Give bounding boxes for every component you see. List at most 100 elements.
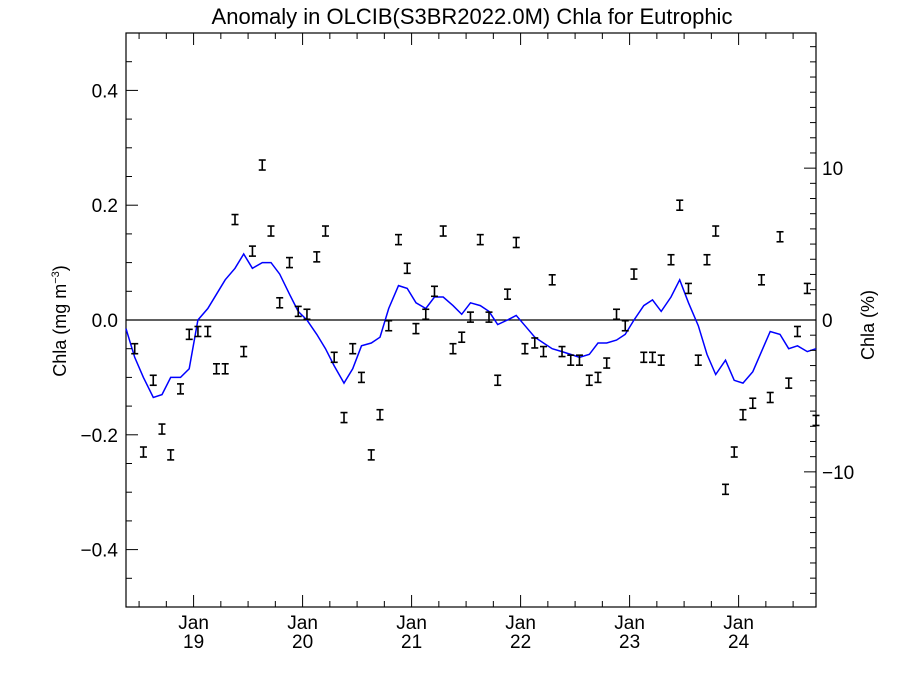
anomaly-point <box>439 225 447 237</box>
y-left-tick-label: −0.4 <box>80 541 118 562</box>
anomaly-point <box>212 362 220 375</box>
anomaly-point <box>730 446 738 458</box>
anomaly-point <box>594 371 602 384</box>
x-tick-year-label: 23 <box>619 632 640 653</box>
anomaly-point <box>267 225 275 237</box>
anomaly-point <box>603 357 611 369</box>
y-left-tick-label: 0.0 <box>92 311 118 332</box>
anomaly-point <box>703 253 711 266</box>
anomaly-point <box>793 325 801 338</box>
anomaly-point <box>294 305 302 318</box>
anomaly-point <box>177 383 185 395</box>
anomaly-point <box>149 374 157 387</box>
anomaly-point <box>248 245 256 257</box>
anomaly-point <box>185 328 193 341</box>
y-left-tick-label: 0.4 <box>92 81 119 102</box>
anomaly-point <box>585 374 593 387</box>
anomaly-point <box>430 285 438 298</box>
anomaly-point <box>785 377 793 389</box>
anomaly-point <box>349 342 357 355</box>
anomaly-point <box>321 225 329 237</box>
x-tick-year-label: 20 <box>292 632 313 653</box>
x-tick-month-label: Jan <box>396 613 427 634</box>
y-axis-right-label: Chla (%) <box>858 290 878 360</box>
y-axis-left-label: Chla (mg m−3) <box>50 265 70 377</box>
anomaly-point <box>684 282 692 295</box>
x-tick-month-label: Jan <box>723 613 754 634</box>
x-tick-year-label: 22 <box>510 632 531 653</box>
anomaly-point <box>521 342 529 355</box>
anomaly-point <box>449 342 457 355</box>
anomaly-point <box>422 308 430 321</box>
chart-title: Anomaly in OLCIB(S3BR2022.0M) Chla for E… <box>212 4 733 29</box>
anomaly-point <box>476 233 484 246</box>
anomaly-point <box>676 199 684 211</box>
anomaly-point <box>739 408 747 421</box>
x-tick-year-label: 19 <box>183 632 204 653</box>
anomaly-point <box>367 449 375 461</box>
anomaly-point <box>657 354 665 366</box>
anomaly-point <box>204 325 212 338</box>
x-tick-year-label: 24 <box>728 632 750 653</box>
anomaly-point <box>221 362 229 375</box>
anomaly-point <box>466 311 474 323</box>
anomaly-point <box>240 345 248 358</box>
anomaly-point <box>258 159 266 171</box>
anomaly-point <box>749 397 757 410</box>
y-right-tick-label: 10 <box>822 159 843 180</box>
anomaly-point <box>403 262 411 275</box>
anomaly-point <box>276 296 284 309</box>
anomaly-point <box>712 225 720 237</box>
anomaly-point <box>558 345 566 358</box>
anomaly-point <box>139 446 147 458</box>
y-right-tick-label: −10 <box>822 463 854 484</box>
anomaly-point <box>766 391 774 404</box>
x-tick-month-label: Jan <box>505 613 536 634</box>
anomaly-point <box>575 354 583 366</box>
anomaly-point <box>131 342 139 355</box>
y-right-tick-label: 0 <box>822 311 833 332</box>
anomaly-point <box>158 423 166 435</box>
x-tick-month-label: Jan <box>287 613 318 634</box>
anomaly-point <box>803 282 811 295</box>
anomaly-point <box>630 268 638 280</box>
anomaly-point <box>330 351 338 364</box>
anomaly-point <box>640 351 648 364</box>
anomaly-point <box>313 251 321 263</box>
y-left-tick-label: 0.2 <box>92 196 118 217</box>
anomaly-point <box>648 351 656 364</box>
anomaly-point <box>548 274 556 286</box>
anomaly-point <box>340 411 348 424</box>
x-tick-month-label: Jan <box>178 613 209 634</box>
anomaly-point <box>613 308 621 321</box>
anomaly-point <box>167 449 175 461</box>
x-tick-month-label: Jan <box>614 613 645 634</box>
anomaly-point <box>303 308 311 321</box>
anomaly-point <box>231 213 239 226</box>
anomaly-point <box>504 288 512 300</box>
anomaly-point <box>376 408 384 421</box>
anomaly-point <box>485 311 493 323</box>
anomaly-point <box>812 414 820 427</box>
y-left-tick-label: −0.2 <box>80 426 118 447</box>
anomaly-point <box>567 354 575 366</box>
anomaly-point <box>494 374 502 387</box>
anomaly-point <box>194 325 202 338</box>
anomaly-point <box>357 371 365 384</box>
x-tick-year-label: 21 <box>401 632 422 653</box>
anomaly-point <box>722 483 730 496</box>
anomaly-point <box>512 236 520 249</box>
anomaly-point <box>694 354 702 366</box>
anomaly-point <box>412 322 420 335</box>
anomaly-point <box>531 337 539 349</box>
anomaly-point <box>395 233 403 246</box>
anomaly-point <box>458 331 466 344</box>
anomaly-point <box>667 253 675 266</box>
anomaly-point <box>776 230 784 243</box>
anomaly-line <box>125 252 817 399</box>
anomaly-point <box>385 319 393 332</box>
anomaly-point <box>286 256 294 269</box>
anomaly-point <box>621 319 629 332</box>
anomaly-point <box>757 274 765 286</box>
